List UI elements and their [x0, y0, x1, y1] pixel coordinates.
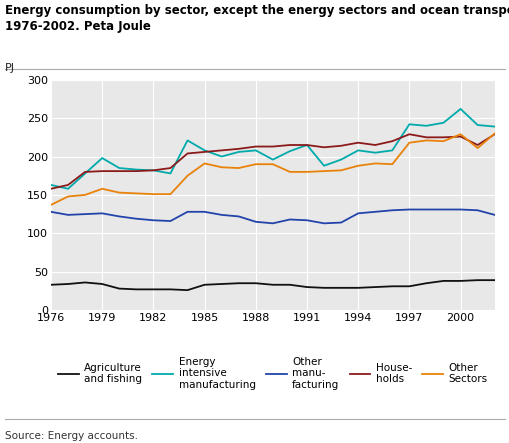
Legend: Agriculture
and fishing, Energy
intensive
manufacturing, Other
manu-
facturing, : Agriculture and fishing, Energy intensiv… [58, 357, 487, 390]
Text: 1976-2002. Peta Joule: 1976-2002. Peta Joule [5, 20, 151, 33]
Text: PJ: PJ [5, 62, 15, 73]
Text: Energy consumption by sector, except the energy sectors and ocean transport: Energy consumption by sector, except the… [5, 4, 509, 17]
Text: Source: Energy accounts.: Source: Energy accounts. [5, 431, 138, 441]
